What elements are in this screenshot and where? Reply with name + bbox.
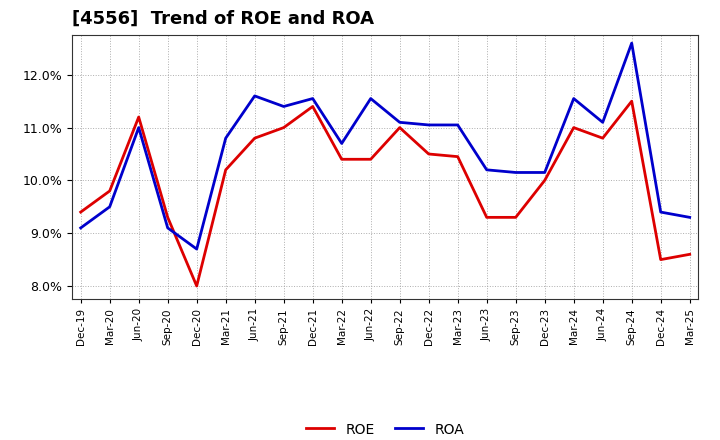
- ROE: [598, 136, 607, 141]
- ROA: [105, 204, 114, 209]
- ROE: [395, 125, 404, 130]
- ROA: [338, 141, 346, 146]
- ROA: [541, 170, 549, 175]
- ROA: [685, 215, 694, 220]
- ROE: [338, 157, 346, 162]
- ROA: [395, 120, 404, 125]
- Line: ROE: ROE: [81, 101, 690, 286]
- ROA: [454, 122, 462, 128]
- Text: [4556]  Trend of ROE and ROA: [4556] Trend of ROE and ROA: [72, 10, 374, 28]
- ROA: [251, 93, 259, 99]
- ROA: [570, 96, 578, 101]
- ROA: [221, 136, 230, 141]
- ROA: [657, 209, 665, 215]
- ROE: [105, 188, 114, 194]
- ROE: [366, 157, 375, 162]
- ROA: [482, 167, 491, 172]
- ROA: [135, 125, 143, 130]
- Legend: ROE, ROA: ROE, ROA: [301, 417, 469, 440]
- ROA: [424, 122, 433, 128]
- ROE: [424, 151, 433, 157]
- ROA: [192, 246, 201, 252]
- ROA: [279, 104, 288, 109]
- ROE: [251, 136, 259, 141]
- ROE: [454, 154, 462, 159]
- ROA: [308, 96, 317, 101]
- ROE: [279, 125, 288, 130]
- ROE: [657, 257, 665, 262]
- ROE: [221, 167, 230, 172]
- ROE: [570, 125, 578, 130]
- ROE: [192, 283, 201, 289]
- ROA: [76, 225, 85, 231]
- ROE: [163, 215, 172, 220]
- ROE: [482, 215, 491, 220]
- ROA: [163, 225, 172, 231]
- ROE: [685, 252, 694, 257]
- ROA: [366, 96, 375, 101]
- Line: ROA: ROA: [81, 43, 690, 249]
- ROA: [511, 170, 520, 175]
- ROE: [76, 209, 85, 215]
- ROA: [598, 120, 607, 125]
- ROA: [627, 40, 636, 46]
- ROE: [627, 99, 636, 104]
- ROE: [541, 178, 549, 183]
- ROE: [308, 104, 317, 109]
- ROE: [135, 114, 143, 120]
- ROE: [511, 215, 520, 220]
